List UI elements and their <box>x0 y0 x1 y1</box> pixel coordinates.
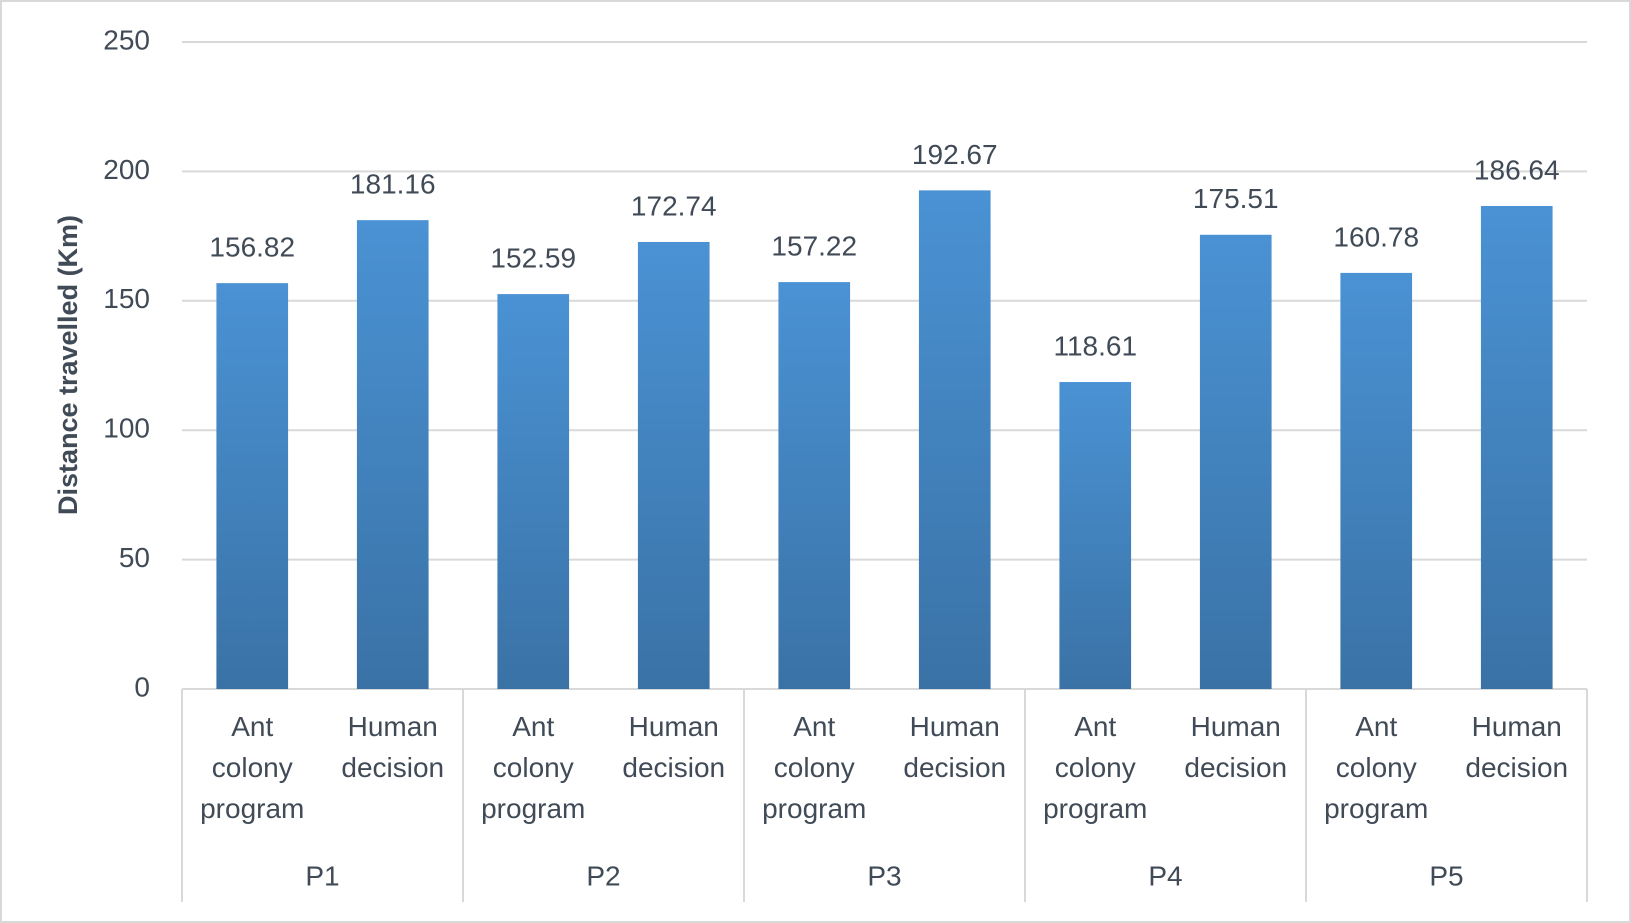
y-tick-label: 150 <box>103 283 150 314</box>
x-tick-label: Ant colony program <box>481 711 586 824</box>
y-tick-label: 0 <box>134 671 150 702</box>
value-label: 160.78 <box>1333 221 1419 252</box>
group-label: P1 <box>305 860 339 891</box>
bar-shade <box>637 241 710 689</box>
value-label: 118.61 <box>1053 330 1137 361</box>
y-tick-label: 100 <box>103 413 150 444</box>
bar-shade <box>1340 272 1413 689</box>
y-tick-label: 250 <box>103 24 150 55</box>
bar-shade <box>1059 382 1132 689</box>
x-tick-label: Ant colony program <box>200 711 305 824</box>
x-tick-label: Ant colony program <box>1324 711 1429 824</box>
group-label: P3 <box>867 860 901 891</box>
value-label: 156.82 <box>209 232 295 263</box>
value-label: 157.22 <box>771 231 857 262</box>
bar-shade <box>1199 234 1272 689</box>
y-tick-label: 50 <box>119 542 150 573</box>
x-tick-label: Human decision <box>341 711 445 783</box>
y-axis-title: Distance travelled (Km) <box>53 215 83 515</box>
value-label: 186.64 <box>1474 154 1560 185</box>
bar-shade <box>497 294 570 689</box>
value-label: 192.67 <box>912 139 998 170</box>
x-tick-label: Human decision <box>1184 711 1288 783</box>
bar-shade <box>216 283 289 689</box>
value-label: 152.59 <box>490 242 576 273</box>
bar-shade <box>1480 205 1553 689</box>
bar-shade <box>356 220 429 690</box>
value-label: 172.74 <box>631 190 717 221</box>
x-tick-label: Human decision <box>622 711 726 783</box>
x-tick-label: Ant colony program <box>1043 711 1148 824</box>
x-tick-label: Human decision <box>1465 711 1569 783</box>
x-tick-label: Ant colony program <box>762 711 867 824</box>
group-label: P5 <box>1429 860 1463 891</box>
bar-shade <box>918 190 991 689</box>
value-label: 181.16 <box>350 169 436 200</box>
value-label: 175.51 <box>1193 183 1279 214</box>
group-label: P4 <box>1148 860 1182 891</box>
bar-shade <box>778 282 851 689</box>
x-tick-label: Human decision <box>903 711 1007 783</box>
y-tick-label: 200 <box>103 154 150 185</box>
group-label: P2 <box>586 860 620 891</box>
